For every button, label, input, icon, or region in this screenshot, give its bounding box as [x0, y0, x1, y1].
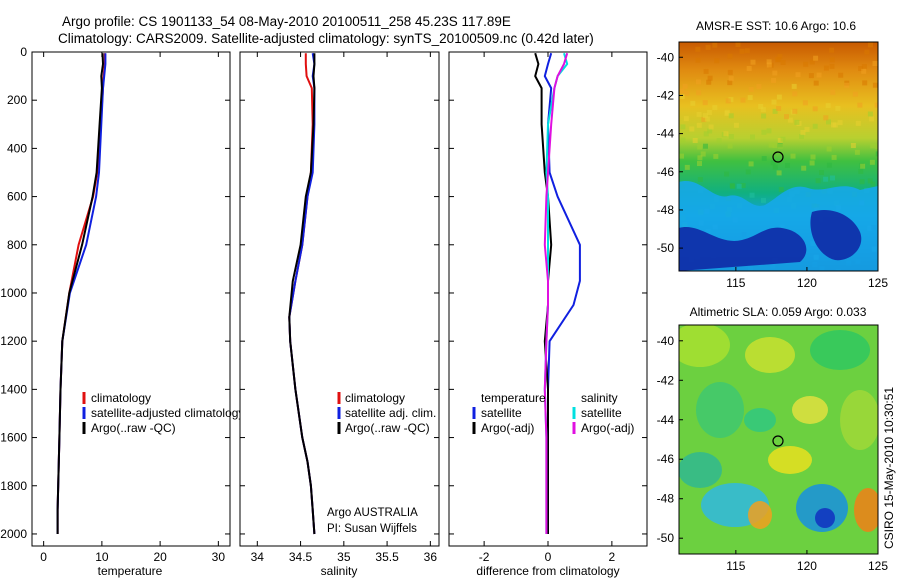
map-x-tick-label: 125 [868, 276, 888, 290]
sla-map-panel: Altimetric SLA: 0.059 Argo: 0.033 115 120… [657, 305, 889, 573]
salinity-annotation-institution: Argo AUSTRALIA [327, 507, 418, 519]
series-line-temperature-argo-adj [534, 52, 553, 534]
salinity-annotation-pi: PI: Susan Wijffels [327, 523, 417, 535]
salinity-legend: climatology satellite adj. clim. Argo(..… [337, 391, 436, 435]
x-tick-label: 34 [251, 550, 265, 564]
map-y-tick-label: -40 [657, 334, 675, 348]
difference-tick-group: -2 0 2 [449, 51, 647, 564]
map-y-tick-label: -46 [657, 452, 675, 466]
map-y-tick-label: -44 [657, 413, 675, 427]
map-y-tick-label: -50 [657, 241, 675, 255]
x-tick-label: -2 [479, 550, 490, 564]
map-y-tick-label: -48 [657, 203, 675, 217]
y-tick-label: 400 [7, 141, 27, 155]
sst-map-ticks: 115 120 125 -40 -42 -44 -46 -48 -50 [657, 50, 889, 290]
y-tick-label: 1000 [0, 286, 27, 300]
sla-map-ticks: 115 120 125 -40 -42 -44 -46 -48 -50 [657, 334, 889, 573]
map-x-tick-label: 115 [726, 559, 745, 573]
x-tick-label: 35.5 [375, 550, 399, 564]
x-tick-label: 36 [424, 550, 438, 564]
temperature-panel: 0 10 20 30 0 200 400 600 800 1000 1200 1400 1600 1800… [0, 45, 244, 578]
map-x-tick-label: 125 [868, 559, 888, 573]
side-timestamp-label: CSIRO 15-May-2010 10:30:51 [882, 387, 896, 549]
salinity-legend-satellite: satellite adj. clim. [345, 406, 436, 420]
temperature-axes-frame [31, 51, 231, 547]
x-tick-label: 34.5 [289, 550, 313, 564]
series-line-argo-raw-qc [288, 53, 316, 535]
difference-xlabel: difference from climatology [476, 564, 619, 578]
sla-map-frame [678, 324, 879, 555]
y-tick-label: 600 [7, 190, 27, 204]
sst-map-panel: AMSR-E SST: 10.6 Argo: 10.6 115 120 125 -40… [657, 19, 889, 290]
salinity-axes-frame [239, 51, 440, 547]
temperature-legend: climatology satellite-adjusted climatolo… [82, 391, 244, 435]
temperature-legend-satellite: satellite-adjusted climatology [91, 406, 244, 420]
sla-map-image [679, 325, 878, 554]
difference-legend-sal-argo: Argo(-adj) [581, 421, 634, 435]
difference-legend-temperature-title: temperature [481, 391, 546, 405]
sla-map-texture [679, 325, 878, 532]
salinity-legend-climatology: climatology [345, 391, 405, 405]
y-tick-label: 1200 [0, 334, 27, 348]
sst-argo-marker [772, 151, 784, 163]
map-x-tick-label: 115 [726, 276, 745, 290]
x-tick-label: 0 [40, 550, 47, 564]
y-tick-label: 200 [7, 93, 27, 107]
x-tick-label: 2 [609, 550, 616, 564]
temperature-legend-climatology: climatology [91, 391, 151, 405]
difference-series-group [534, 52, 581, 534]
x-tick-label: 30 [212, 550, 226, 564]
series-line-salinity-argo-adj [543, 52, 569, 534]
salinity-legend-argo: Argo(..raw -QC) [345, 421, 430, 435]
map-y-tick-label: -46 [657, 165, 675, 179]
sst-map-frame [678, 41, 879, 272]
temperature-tick-group: 0 10 20 30 0 200 400 600 800 1000 1200 1400 1600 1800… [0, 45, 230, 564]
difference-legend: temperature satellite Argo(-adj) salinit… [472, 391, 634, 435]
sst-map-image [679, 42, 878, 271]
difference-legend-temp-satellite: satellite [481, 406, 522, 420]
x-tick-label: 35 [337, 550, 351, 564]
header-line-2: Climatology: CARS2009. Satellite-adjuste… [58, 31, 594, 46]
sst-map-title: AMSR-E SST: 10.6 Argo: 10.6 [696, 19, 856, 33]
sla-map-title: Altimetric SLA: 0.059 Argo: 0.033 [690, 305, 867, 319]
difference-panel: -2 0 2 difference from climatology tempera… [448, 51, 648, 578]
temperature-series-group [56, 53, 107, 534]
temperature-xlabel: temperature [98, 564, 163, 578]
y-tick-label: 1400 [0, 382, 27, 396]
x-tick-label: 20 [153, 550, 167, 564]
temperature-legend-argo: Argo(..raw -QC) [91, 421, 176, 435]
map-x-tick-label: 120 [797, 559, 817, 573]
series-line-argo-raw-qc [56, 53, 104, 534]
salinity-xlabel: salinity [321, 564, 358, 578]
header-line-1: Argo profile: CS 1901133_54 08-May-2010 … [62, 14, 511, 29]
difference-legend-sal-satellite: satellite [581, 406, 622, 420]
salinity-series-group [288, 53, 316, 535]
difference-legend-temp-argo: Argo(-adj) [481, 421, 534, 435]
sla-argo-marker [772, 435, 784, 447]
x-tick-label: 0 [545, 550, 552, 564]
y-tick-label: 2000 [0, 527, 27, 541]
salinity-panel: 34 34.5 35 35.5 36 salinity climatology sate… [239, 51, 440, 578]
salinity-tick-group: 34 34.5 35 35.5 36 [240, 51, 439, 564]
map-y-tick-label: -42 [657, 373, 675, 387]
map-x-tick-label: 120 [797, 276, 817, 290]
x-tick-label: 10 [95, 550, 109, 564]
y-tick-label: 1600 [0, 431, 27, 445]
map-y-tick-label: -50 [657, 531, 675, 545]
map-y-tick-label: -40 [657, 50, 675, 64]
map-y-tick-label: -48 [657, 492, 675, 506]
y-tick-label: 0 [20, 45, 27, 59]
map-y-tick-label: -44 [657, 127, 675, 141]
y-tick-label: 800 [7, 238, 27, 252]
y-tick-label: 1800 [0, 479, 27, 493]
difference-legend-salinity-title: salinity [581, 391, 618, 405]
map-y-tick-label: -42 [657, 88, 675, 102]
sst-deep-water-shape [679, 210, 862, 271]
